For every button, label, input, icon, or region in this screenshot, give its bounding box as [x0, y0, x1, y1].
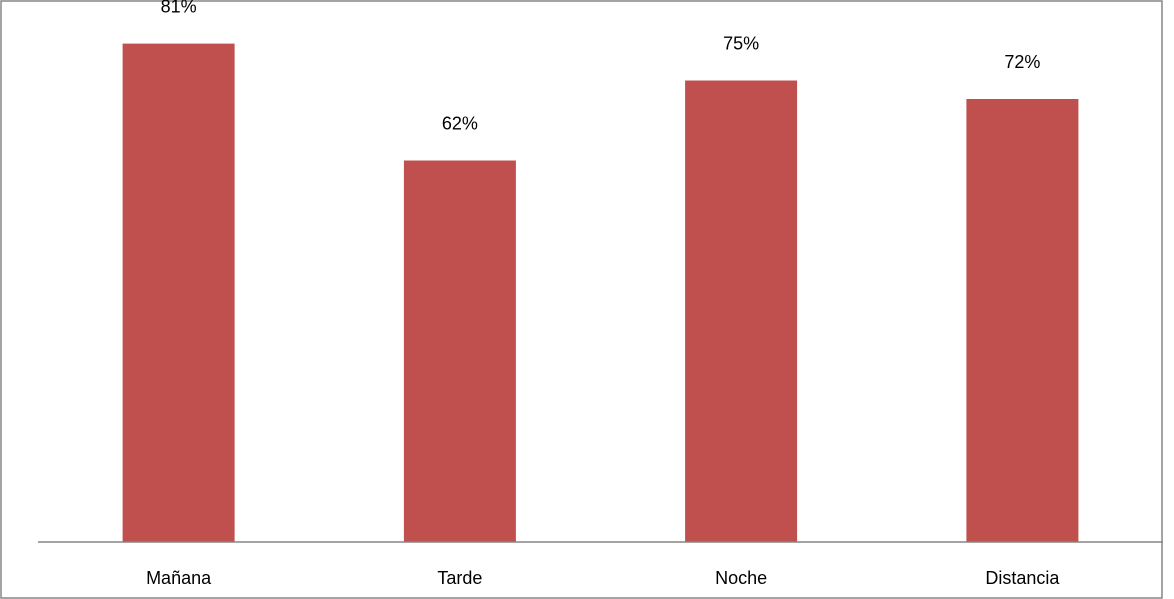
bar-noche [685, 80, 798, 542]
bar-tarde [403, 160, 516, 542]
data-label-distancia: 72% [1004, 52, 1040, 72]
x-tick-label-manana: Mañana [146, 568, 212, 588]
x-tick-label-tarde: Tarde [437, 568, 482, 588]
data-label-manana: 81% [161, 0, 197, 17]
bar-distancia [966, 99, 1079, 542]
data-label-tarde: 62% [442, 114, 478, 134]
x-tick-label-noche: Noche [715, 568, 767, 588]
data-labels-layer: 81% 62% 75% 72% [161, 0, 1041, 134]
x-tick-label-distancia: Distancia [985, 568, 1060, 588]
x-tick-labels-layer: Mañana Tarde Noche Distancia [146, 568, 1060, 588]
bars-layer [122, 43, 1079, 542]
data-label-noche: 75% [723, 34, 759, 54]
bar-manana [122, 43, 235, 542]
